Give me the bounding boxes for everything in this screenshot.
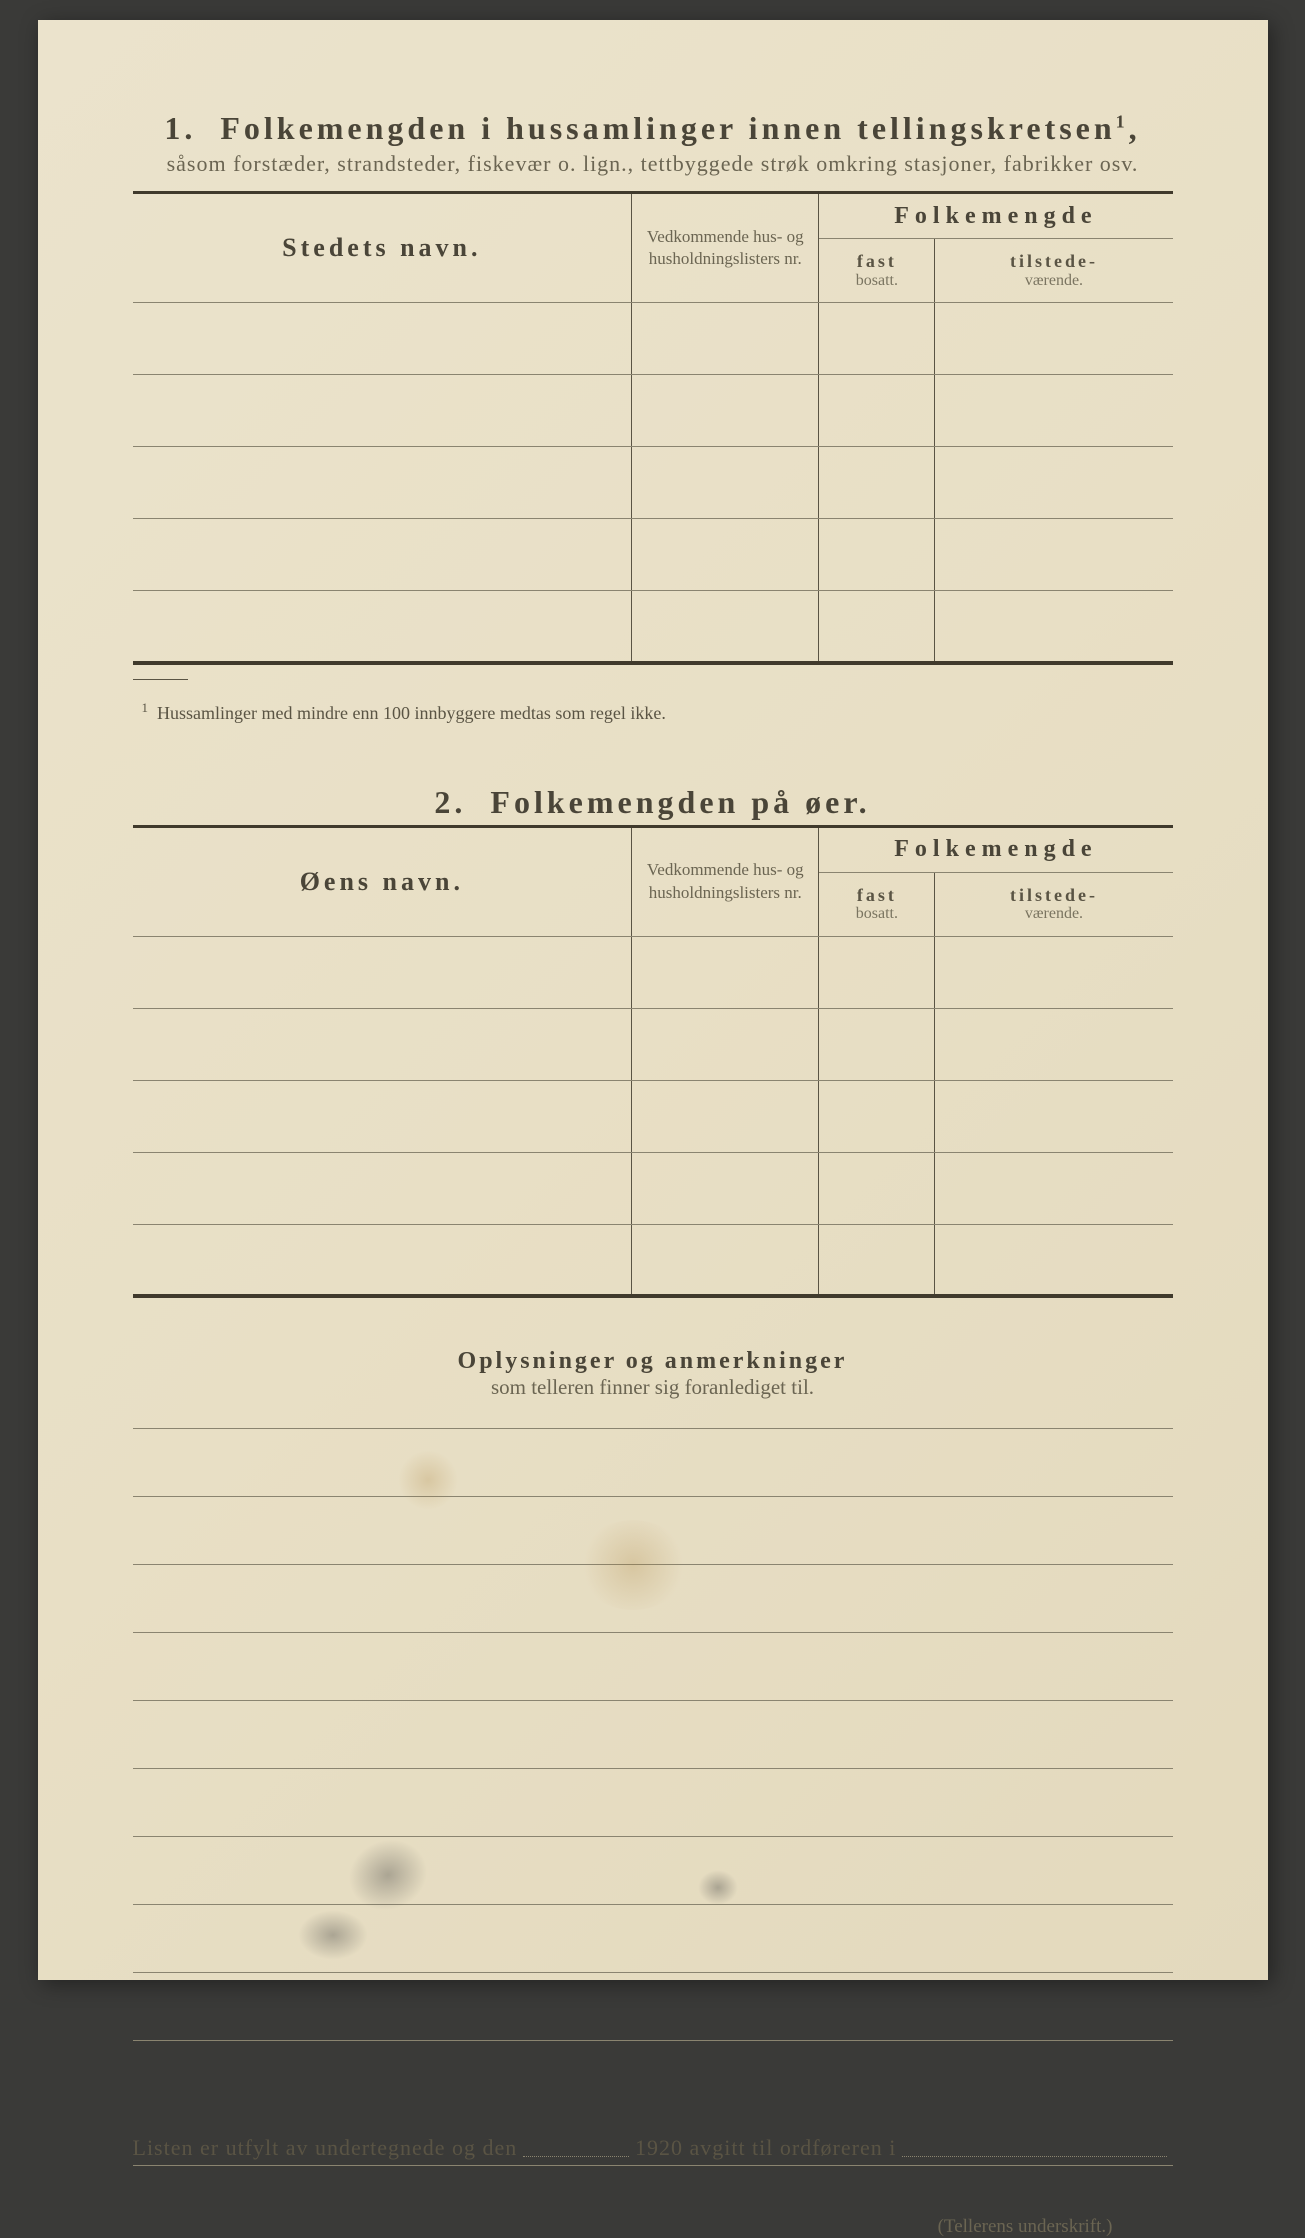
col-list-nr: Vedkommende hus- og husholdningslisters …	[632, 193, 819, 303]
table-cell	[632, 303, 819, 375]
table-cell	[632, 519, 819, 591]
table-cell	[133, 1152, 632, 1224]
col-stedets-navn: Stedets navn.	[133, 193, 632, 303]
note-line	[133, 1497, 1173, 1565]
table-cell	[632, 1224, 819, 1296]
table-row	[133, 303, 1173, 375]
notes-subtitle: som telleren finner sig foranlediget til…	[133, 1375, 1173, 1400]
table-cell	[632, 1080, 819, 1152]
note-line	[133, 1633, 1173, 1701]
sig-year: 1920	[635, 2135, 683, 2161]
table-cell	[819, 519, 935, 591]
table-cell	[935, 375, 1173, 447]
table-cell	[133, 447, 632, 519]
table-cell	[632, 936, 819, 1008]
sig-prefix: Listen er utfylt av undertegnede og den	[133, 2135, 518, 2161]
note-line	[133, 1769, 1173, 1837]
table-cell	[632, 591, 819, 663]
section1-title-sup: 1	[1116, 111, 1129, 131]
document-page: 1. Folkemengden i hussamlinger innen tel…	[38, 20, 1268, 1980]
section1-number: 1.	[164, 110, 196, 146]
note-line	[133, 1565, 1173, 1633]
section1-subtitle: såsom forstæder, strandsteder, fiskevær …	[133, 151, 1173, 177]
section2-title: 2. Folkemengden på øer.	[133, 784, 1173, 821]
table-row	[133, 447, 1173, 519]
table-cell	[133, 1080, 632, 1152]
table-cell	[133, 375, 632, 447]
note-line	[133, 1429, 1173, 1497]
table-cell	[935, 1152, 1173, 1224]
table-cell	[819, 1080, 935, 1152]
table-cell	[819, 1224, 935, 1296]
table-cell	[133, 591, 632, 663]
col-folkemengde: Folkemengde	[819, 193, 1173, 239]
table-row	[133, 519, 1173, 591]
table-row	[133, 591, 1173, 663]
table-cell	[632, 447, 819, 519]
table-cell	[632, 1008, 819, 1080]
table-cell	[935, 1080, 1173, 1152]
section1-tbody	[133, 303, 1173, 663]
section1-footnote: 1 Hussamlinger med mindre enn 100 innbyg…	[133, 679, 1173, 724]
table-cell	[935, 591, 1173, 663]
table-cell	[935, 519, 1173, 591]
notes-title: Oplysninger og anmerkninger	[133, 1348, 1173, 1375]
table-cell	[819, 1008, 935, 1080]
table-cell	[935, 1224, 1173, 1296]
table-cell	[133, 1224, 632, 1296]
note-line	[133, 1905, 1173, 1973]
col-folkemengde-2: Folkemengde	[819, 826, 1173, 872]
table-cell	[935, 447, 1173, 519]
table-row	[133, 1080, 1173, 1152]
section1-title: 1. Folkemengden i hussamlinger innen tel…	[133, 110, 1173, 147]
col-tilstede: tilstede- værende.	[935, 239, 1173, 303]
signature-caption: (Tellerens underskrift.)	[133, 2216, 1173, 2238]
col-list-nr-2: Vedkommende hus- og husholdningslisters …	[632, 826, 819, 936]
table-row	[133, 1152, 1173, 1224]
sig-fill-place	[902, 2133, 1166, 2157]
notes-lines	[133, 1428, 1173, 2041]
table-cell	[133, 303, 632, 375]
section1-title-text: Folkemengden i hussamlinger innen tellin…	[220, 110, 1115, 146]
table-cell	[133, 1008, 632, 1080]
col-fast-bosatt-2: fast bosatt.	[819, 872, 935, 936]
table-cell	[632, 375, 819, 447]
table-cell	[819, 591, 935, 663]
note-line	[133, 1973, 1173, 2041]
section2-tbody	[133, 936, 1173, 1296]
col-tilstede-2: tilstede- værende.	[935, 872, 1173, 936]
note-line	[133, 1701, 1173, 1769]
table-row	[133, 375, 1173, 447]
col-oens-navn: Øens navn.	[133, 826, 632, 936]
table-row	[133, 1224, 1173, 1296]
table-row	[133, 936, 1173, 1008]
table-cell	[819, 1152, 935, 1224]
table-cell	[133, 519, 632, 591]
signature-line: Listen er utfylt av undertegnede og den …	[133, 2131, 1173, 2166]
table-cell	[935, 303, 1173, 375]
col-fast-bosatt: fast bosatt.	[819, 239, 935, 303]
table-cell	[819, 447, 935, 519]
table-cell	[819, 936, 935, 1008]
table-cell	[632, 1152, 819, 1224]
table-cell	[133, 936, 632, 1008]
table-cell	[935, 1008, 1173, 1080]
table-row	[133, 1008, 1173, 1080]
section2-table: Øens navn. Vedkommende hus- og husholdni…	[133, 825, 1173, 1299]
sig-mid: avgitt til ordføreren i	[689, 2135, 896, 2161]
table-cell	[819, 303, 935, 375]
sig-fill-date	[523, 2133, 629, 2157]
table-cell	[935, 936, 1173, 1008]
section2-title-text: Folkemengden på øer.	[490, 784, 870, 820]
note-line	[133, 1837, 1173, 1905]
section2-number: 2.	[434, 784, 466, 820]
blank-gap	[133, 2041, 1173, 2131]
section1-table: Stedets navn. Vedkommende hus- og hushol…	[133, 191, 1173, 665]
table-cell	[819, 375, 935, 447]
